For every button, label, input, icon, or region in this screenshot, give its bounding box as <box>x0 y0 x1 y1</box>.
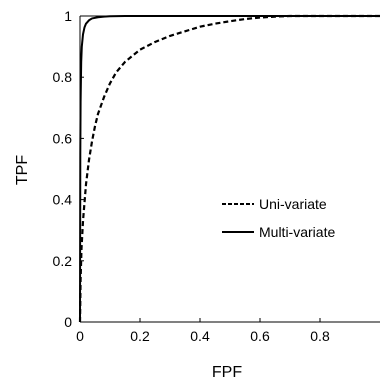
x-tick-label: 0 <box>76 328 84 344</box>
y-tick-label: 1 <box>64 8 72 24</box>
y-tick-label: 0.6 <box>53 130 73 146</box>
y-tick-label: 0 <box>64 314 72 330</box>
multi-variate-curve <box>79 15 380 323</box>
x-tick-label: 0.4 <box>190 328 210 344</box>
x-tick-label: 0.6 <box>250 328 270 344</box>
x-tick-label: 0.2 <box>130 328 150 344</box>
y-tick-label: 0.2 <box>53 253 73 269</box>
legend-label-uni-variate: Uni-variate <box>259 196 327 212</box>
y-tick-label: 0.8 <box>53 69 73 85</box>
legend: Uni-variate Multi-variate <box>222 196 335 240</box>
y-axis-title: TPF <box>14 155 31 185</box>
x-tick-label: 0.8 <box>310 328 330 344</box>
y-tick-label: 0.4 <box>53 192 73 208</box>
x-axis-title: FPF <box>212 364 242 379</box>
uni-variate-curve <box>78 14 380 323</box>
legend-label-multi-variate: Multi-variate <box>259 224 335 240</box>
